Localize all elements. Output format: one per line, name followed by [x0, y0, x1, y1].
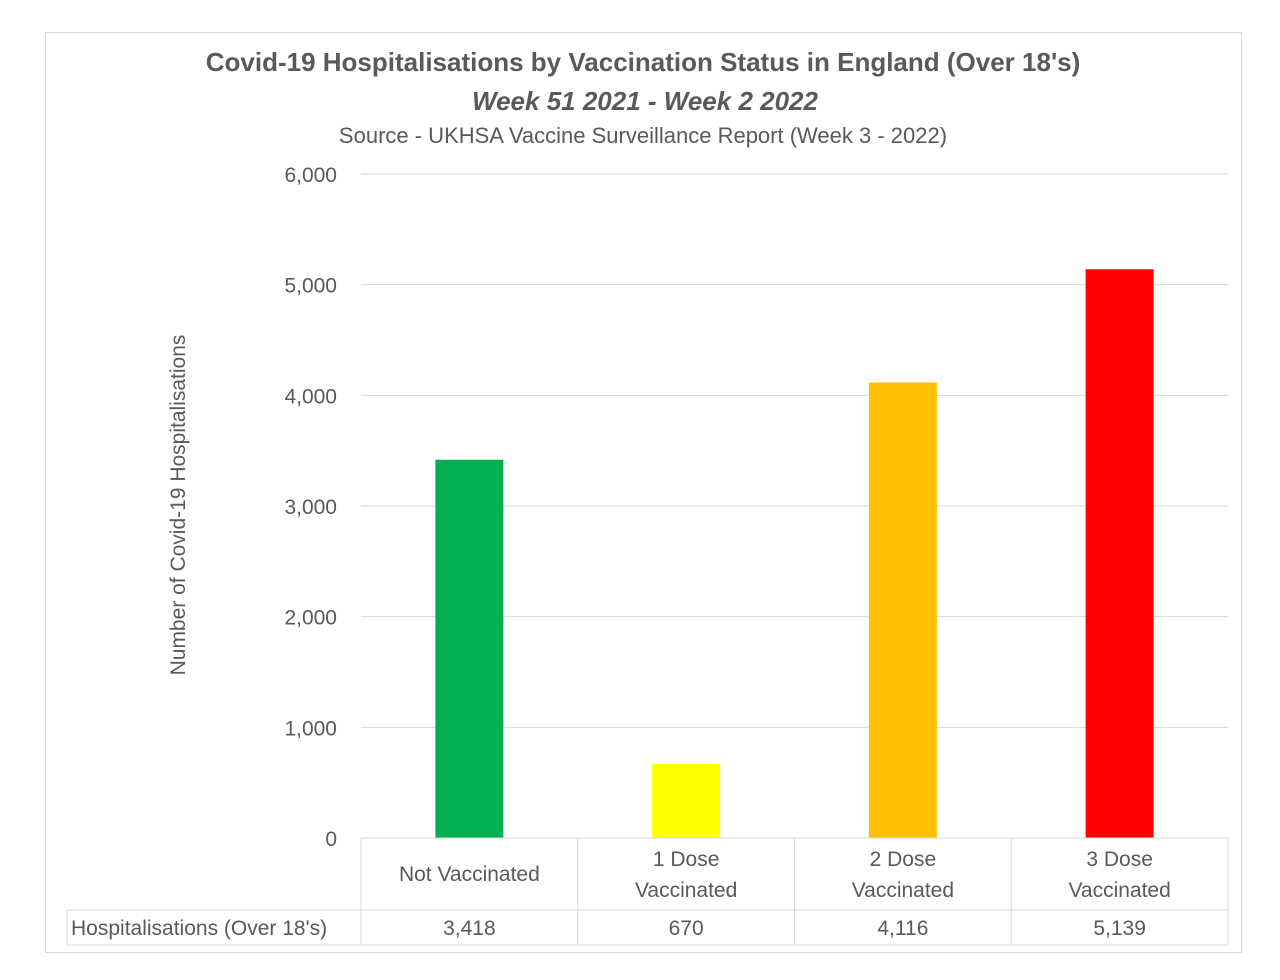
- x-category-label: 3 Dose: [1086, 848, 1153, 871]
- bar: [652, 763, 721, 838]
- x-category-label: Vaccinated: [635, 879, 737, 902]
- y-axis-ticks: 0 1,000 2,000 3,000 4,000 5,000 6,000: [284, 164, 337, 851]
- chart-source: Source - UKHSA Vaccine Surveillance Repo…: [339, 123, 947, 148]
- table-value: 3,418: [443, 917, 496, 940]
- y-tick-label: 6,000: [284, 164, 337, 187]
- x-category-label: Vaccinated: [852, 879, 954, 902]
- y-tick-label: 3,000: [284, 496, 337, 519]
- table-row-header: Hospitalisations (Over 18's): [71, 917, 327, 940]
- table-value: 4,116: [877, 917, 928, 940]
- bar: [1085, 269, 1154, 838]
- chart-frame: [45, 32, 1242, 953]
- bars: [435, 269, 1154, 838]
- y-axis-label: Number of Covid-19 Hospitalisations: [167, 335, 190, 676]
- chart-title: Covid-19 Hospitalisations by Vaccination…: [206, 47, 1081, 77]
- y-tick-label: 1,000: [284, 717, 337, 740]
- table-value: 670: [669, 917, 704, 940]
- table-value: 5,139: [1093, 917, 1146, 940]
- gridlines: [361, 173, 1228, 728]
- y-tick-label: 4,000: [284, 385, 337, 408]
- x-category-label: Not Vaccinated: [399, 863, 540, 886]
- bar: [868, 382, 937, 838]
- bar: [435, 459, 504, 838]
- chart-subtitle: Week 51 2021 - Week 2 2022: [472, 86, 819, 116]
- x-category-label: 2 Dose: [870, 848, 937, 871]
- x-category-label: 1 Dose: [653, 848, 720, 871]
- y-tick-label: 0: [325, 828, 337, 851]
- y-tick-label: 5,000: [284, 275, 337, 298]
- y-tick-label: 2,000: [284, 607, 337, 630]
- x-category-label: Vaccinated: [1068, 879, 1170, 902]
- data-table: Not Vaccinated 1 Dose Vaccinated 2 Dose Vacc…: [66, 837, 1229, 946]
